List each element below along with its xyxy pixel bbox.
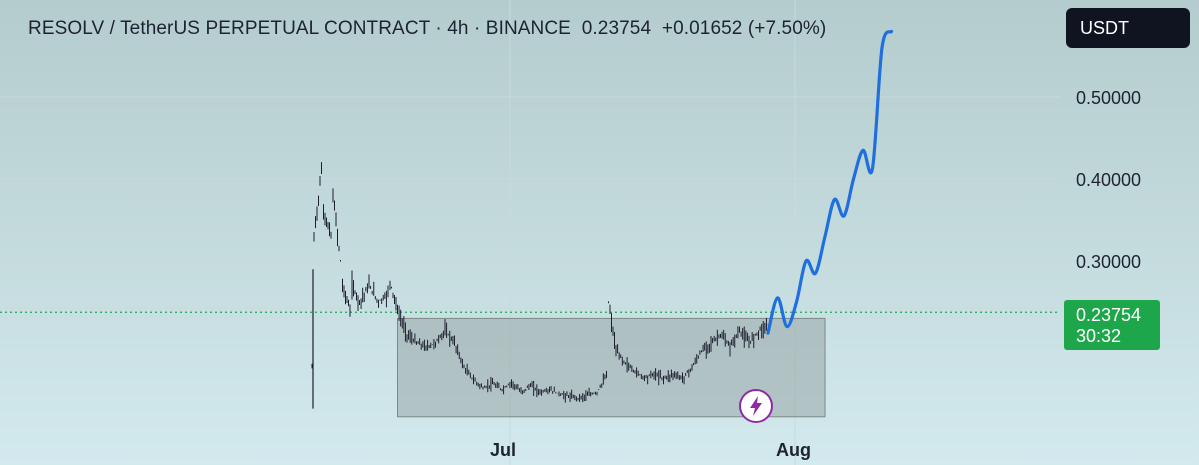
symbol-name: RESOLV / TetherUS PERPETUAL CONTRACT	[28, 18, 431, 39]
exchange-label: BINANCE	[485, 18, 571, 39]
candle-countdown: 30:32	[1076, 326, 1122, 346]
y-tick-label: 0.50000	[1076, 88, 1142, 108]
title-separator-1: ·	[435, 18, 442, 39]
title-separator-2: ·	[473, 18, 481, 39]
lightning-bolt-icon[interactable]	[739, 389, 773, 423]
current-price-value: 0.23754	[1076, 305, 1142, 325]
currency-button[interactable]: USDT	[1066, 8, 1190, 48]
x-tick-label: Aug	[776, 440, 811, 460]
price-change-percent: (+7.50%)	[747, 18, 827, 39]
current-price-tag: 0.23754 30:32	[1064, 300, 1160, 350]
y-tick-label: 0.40000	[1076, 170, 1142, 190]
interval-label: 4h	[447, 18, 469, 39]
chart-grid	[0, 0, 1060, 465]
price-candles	[311, 162, 769, 409]
price-change: +0.01652	[661, 18, 743, 39]
x-tick-label: Jul	[490, 440, 517, 460]
lightning-bolt-glyph	[750, 396, 762, 416]
y-tick-label: 0.30000	[1076, 252, 1142, 272]
last-price: 0.23754	[581, 18, 652, 39]
projection-path[interactable]	[766, 29, 894, 335]
chart-title: RESOLV / TetherUS PERPETUAL CONTRACT · 4…	[28, 18, 826, 40]
